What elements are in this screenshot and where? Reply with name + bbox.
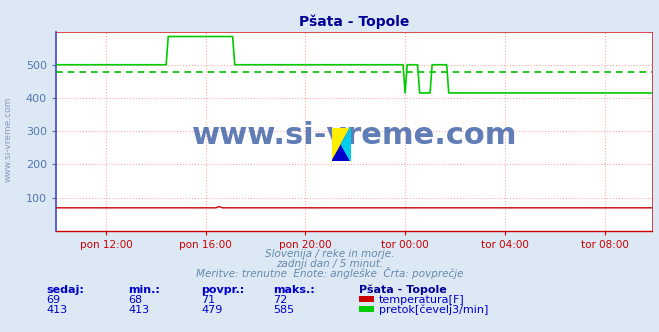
Text: 69: 69 xyxy=(46,295,60,305)
Text: Pšata - Topole: Pšata - Topole xyxy=(359,284,447,295)
Title: Pšata - Topole: Pšata - Topole xyxy=(299,15,409,29)
Polygon shape xyxy=(332,128,351,161)
Text: 413: 413 xyxy=(129,305,150,315)
Text: 72: 72 xyxy=(273,295,288,305)
Text: 479: 479 xyxy=(201,305,222,315)
Text: zadnji dan / 5 minut.: zadnji dan / 5 minut. xyxy=(276,259,383,269)
Text: 71: 71 xyxy=(201,295,215,305)
Text: Slovenija / reke in morje.: Slovenija / reke in morje. xyxy=(265,249,394,259)
Text: 413: 413 xyxy=(46,305,67,315)
Polygon shape xyxy=(332,128,351,161)
Text: www.si-vreme.com: www.si-vreme.com xyxy=(192,121,517,150)
Text: min.:: min.: xyxy=(129,285,160,295)
Text: temperatura[F]: temperatura[F] xyxy=(379,295,465,305)
Text: Meritve: trenutne  Enote: angleške  Črta: povprečje: Meritve: trenutne Enote: angleške Črta: … xyxy=(196,267,463,279)
Text: 68: 68 xyxy=(129,295,142,305)
Text: povpr.:: povpr.: xyxy=(201,285,244,295)
Text: sedaj:: sedaj: xyxy=(46,285,84,295)
Text: maks.:: maks.: xyxy=(273,285,315,295)
Text: www.si-vreme.com: www.si-vreme.com xyxy=(3,97,13,182)
Text: 585: 585 xyxy=(273,305,295,315)
Text: pretok[čevelj3/min]: pretok[čevelj3/min] xyxy=(379,304,488,315)
Polygon shape xyxy=(341,128,351,161)
